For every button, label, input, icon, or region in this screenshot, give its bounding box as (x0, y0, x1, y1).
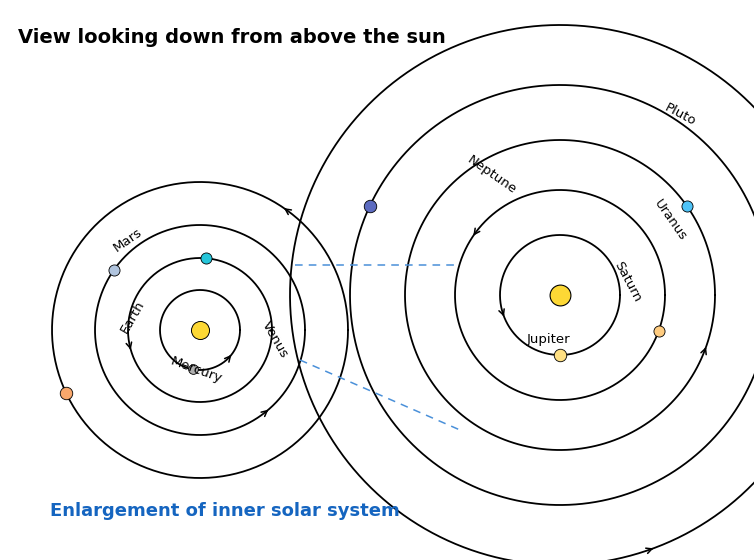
Text: Mars: Mars (112, 226, 145, 254)
Text: Venus: Venus (259, 319, 291, 361)
Text: Pluto: Pluto (662, 101, 698, 129)
Text: View looking down from above the sun: View looking down from above the sun (18, 28, 446, 47)
Text: Mercury: Mercury (168, 354, 224, 385)
Text: Neptune: Neptune (465, 153, 519, 197)
Text: Saturn: Saturn (612, 259, 644, 305)
Text: Uranus: Uranus (651, 197, 689, 243)
Text: Earth: Earth (118, 298, 148, 335)
Text: Jupiter: Jupiter (526, 334, 570, 347)
Text: Enlargement of inner solar system: Enlargement of inner solar system (50, 502, 400, 520)
